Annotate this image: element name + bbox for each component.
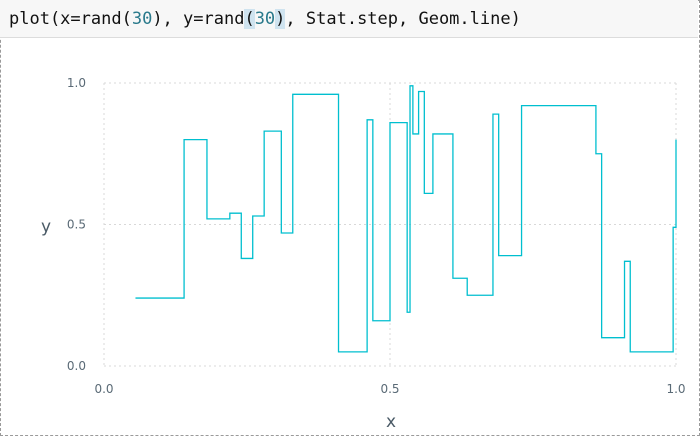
series-step-line	[135, 85, 677, 353]
code-middle: ), y=rand	[152, 9, 245, 29]
x-tick-label: 0.0	[94, 382, 113, 396]
x-axis-label: x	[386, 412, 396, 432]
x-tick-label: 1.0	[666, 382, 685, 396]
x-tick-labels: 0.0 0.5 1.0	[94, 382, 685, 396]
y-tick-label: 1.0	[67, 76, 86, 90]
code-arg2: 30	[254, 9, 276, 29]
code-prefix: plot(x=rand(	[9, 9, 132, 29]
series-group	[135, 85, 677, 353]
code-close-paren: )	[275, 9, 286, 29]
y-tick-label: 0.0	[67, 359, 86, 373]
x-tick-label: 0.5	[380, 382, 399, 396]
y-axis-label: y	[41, 217, 51, 237]
code-arg1: 30	[131, 9, 153, 29]
y-tick-labels: 0.0 0.5 1.0	[67, 76, 86, 373]
code-cell[interactable]: plot(x=rand(30), y=rand(30), Stat.step, …	[0, 0, 698, 38]
code-suffix: , Stat.step, Geom.line)	[285, 9, 521, 29]
code-open-paren: (	[244, 9, 255, 29]
step-line-chart: 0.0 0.5 1.0 0.0 0.5 1.0 x y	[41, 76, 686, 432]
y-tick-label: 0.5	[67, 218, 86, 232]
